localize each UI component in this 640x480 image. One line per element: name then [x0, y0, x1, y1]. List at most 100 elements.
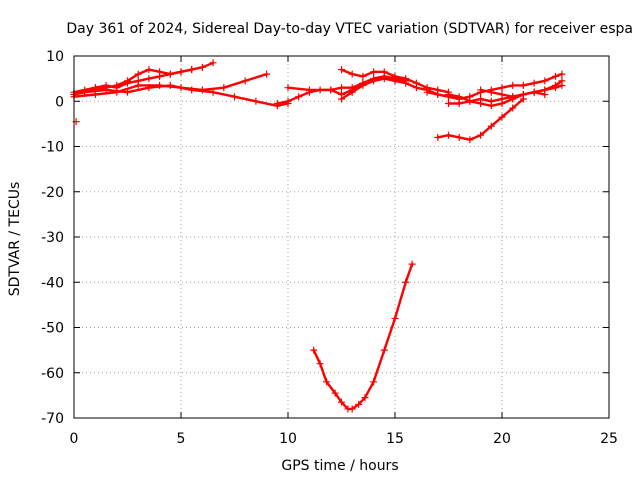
- data-series: [310, 260, 416, 413]
- data-point-marker: [519, 81, 527, 89]
- series-trace: [447, 79, 564, 108]
- data-point-marker: [188, 66, 196, 74]
- data-point-marker: [423, 88, 431, 96]
- data-point-marker: [552, 72, 559, 80]
- x-tick-label: 20: [493, 431, 511, 447]
- data-point-marker: [113, 81, 121, 89]
- data-point-marker: [558, 70, 566, 78]
- data-point-marker: [445, 90, 452, 98]
- data-point-marker: [359, 72, 367, 80]
- data-point-marker: [552, 81, 559, 89]
- data-point-marker: [434, 90, 442, 98]
- data-series: [434, 95, 527, 144]
- x-tick-label: 0: [70, 431, 79, 447]
- data-point-marker: [498, 84, 506, 92]
- data-series: [81, 81, 292, 110]
- y-tick-label: -70: [41, 411, 64, 427]
- data-point-marker: [498, 90, 506, 98]
- data-point-marker: [380, 68, 388, 76]
- data-point-marker: [327, 86, 335, 94]
- tick-labels: 0 5 10 15 20 25 10 0 -10 -20 -30 -40 -50 -60 -70: [41, 49, 618, 447]
- data-point-marker: [487, 88, 495, 96]
- data-point-marker: [487, 122, 495, 130]
- data-point-marker: [558, 77, 566, 85]
- data-point-marker: [412, 84, 420, 92]
- data-point-marker: [338, 95, 345, 103]
- data-point-marker: [295, 93, 303, 101]
- data-point-marker: [198, 63, 206, 71]
- data-point-marker: [273, 100, 281, 108]
- data-point-marker: [338, 66, 345, 74]
- y-tick-label: -10: [41, 140, 64, 156]
- data-point-marker: [509, 81, 517, 89]
- data-point-marker: [445, 131, 452, 139]
- x-tick-label: 5: [177, 431, 186, 447]
- data-point-marker: [487, 102, 495, 110]
- data-point-marker: [477, 86, 485, 94]
- data-point-marker: [323, 378, 331, 386]
- data-point-marker: [102, 86, 110, 94]
- data-point-marker: [134, 81, 142, 89]
- data-point-marker: [338, 84, 345, 92]
- data-point-marker: [316, 360, 324, 368]
- chart-title: Day 361 of 2024, Sidereal Day-to-day VTE…: [66, 21, 633, 37]
- y-tick-label: 10: [46, 49, 64, 65]
- data-point-marker: [370, 68, 378, 76]
- data-point-marker: [310, 346, 318, 354]
- data-point-marker: [209, 59, 217, 67]
- x-tick-label: 25: [600, 431, 618, 447]
- data-point-marker: [477, 131, 485, 139]
- x-axis-label: GPS time / hours: [281, 458, 398, 474]
- data-point-marker: [402, 278, 410, 286]
- y-tick-label: -40: [41, 275, 64, 291]
- y-tick-label: -20: [41, 185, 64, 201]
- data-point-marker: [355, 400, 363, 408]
- data-point-marker: [145, 84, 153, 92]
- data-series: [423, 70, 566, 103]
- data-point-marker: [509, 93, 517, 101]
- data-point-marker: [530, 88, 538, 96]
- plot-frame: [73, 55, 610, 419]
- data-point-marker: [241, 77, 249, 85]
- data-point-marker: [541, 77, 549, 85]
- data-point-marker: [166, 70, 174, 78]
- data-point-marker: [134, 70, 142, 78]
- data-point-marker: [434, 133, 442, 141]
- data-traces: [70, 59, 566, 413]
- data-point-marker: [380, 346, 388, 354]
- data-point-marker: [445, 100, 452, 108]
- y-tick-label: 0: [55, 94, 64, 110]
- data-point-marker: [361, 394, 369, 402]
- data-point-marker: [338, 398, 345, 406]
- data-point-marker: [81, 88, 89, 96]
- data-point-marker: [252, 97, 260, 105]
- data-point-marker: [391, 314, 399, 322]
- data-point-marker: [530, 79, 538, 87]
- y-tick-label: -60: [41, 366, 64, 382]
- data-point-marker: [348, 88, 356, 96]
- data-point-marker: [145, 75, 153, 83]
- data-point-marker: [477, 100, 485, 108]
- y-tick-label: -30: [41, 230, 64, 246]
- data-point-marker: [124, 88, 131, 96]
- data-point-marker: [391, 77, 399, 85]
- data-point-marker: [220, 84, 228, 92]
- data-point-marker: [305, 88, 313, 96]
- data-series: [477, 86, 549, 101]
- data-point-marker: [509, 104, 517, 112]
- data-point-marker: [370, 77, 378, 85]
- data-point-marker: [466, 97, 474, 105]
- x-tick-label: 15: [386, 431, 404, 447]
- y-axis-label: SDTVAR / TECUs: [7, 182, 23, 297]
- data-point-marker: [231, 93, 238, 101]
- data-point-marker: [284, 84, 292, 92]
- data-point-marker: [145, 66, 153, 74]
- data-point-marker: [284, 97, 292, 105]
- data-point-marker: [348, 70, 356, 78]
- data-point-marker: [166, 81, 174, 89]
- data-point-marker: [402, 79, 410, 87]
- data-point-marker: [541, 90, 549, 98]
- data-point-marker: [519, 90, 527, 98]
